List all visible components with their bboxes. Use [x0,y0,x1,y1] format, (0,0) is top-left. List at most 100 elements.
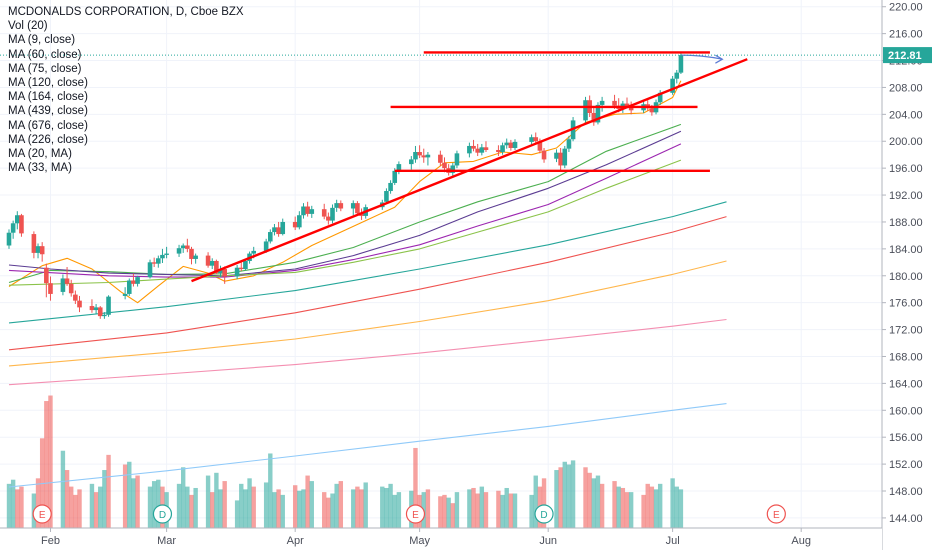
candle-body [10,223,16,233]
volume-bar [205,475,211,528]
event-marker[interactable]: E [766,504,786,524]
volume-bar [19,486,24,528]
price-tick-label: 188.00 [889,217,923,229]
candle-body [558,152,563,166]
legend-indicator[interactable]: MA (33, MA) [8,162,72,175]
candle [301,203,306,219]
event-marker[interactable]: D [534,504,554,524]
volume-bar [268,453,273,528]
legend-title: MCDONALDS CORPORATION, D, Cboe BZX [8,6,244,18]
candle-body [388,182,393,192]
time-tick-label: Mar [157,535,176,547]
price-tick-label: 160.00 [889,405,923,417]
volume-bar [479,486,485,528]
legend-indicator[interactable]: MA (439, close) [8,105,88,118]
candle [93,304,99,315]
candle-body [77,300,82,308]
volume-bar [620,487,626,528]
legend-indicator[interactable]: Vol (20) [8,20,48,33]
volume-bar [450,503,455,528]
price-tick-label: 168.00 [889,351,923,363]
candle [280,218,286,236]
volume-bar [222,481,227,528]
candle [222,266,227,284]
candle [31,231,37,259]
candle [189,246,194,265]
moving-average-line [8,130,682,277]
legend-indicator[interactable]: MA (75, close) [8,62,82,75]
legend-indicator[interactable]: MA (9, close) [8,34,76,47]
candle [160,248,165,263]
volume-bar [483,492,489,528]
moving-average-line [8,216,727,351]
candle [176,244,182,257]
candle-body [238,267,244,270]
candle [409,156,414,170]
drawings [191,51,748,283]
candle-body [512,141,518,148]
candle [64,267,70,286]
volume-bar [189,494,194,528]
candle [533,132,539,144]
volume-bar [334,483,339,528]
event-marker[interactable]: E [405,504,426,524]
candle-body [334,203,339,208]
candle [562,145,568,169]
legend-indicator[interactable]: MA (60, close) [8,48,82,61]
legend-indicator[interactable]: MA (120, close) [8,77,88,90]
event-marker[interactable]: D [152,504,173,524]
volume-bar [562,461,567,528]
volume-bars [6,395,684,528]
volume-bar [587,472,592,528]
candle [512,139,518,150]
volume-bar [239,483,244,528]
grid [0,0,882,528]
volume-bar [649,486,655,528]
candle [164,246,169,259]
volume-bar [151,481,157,528]
candle [599,96,605,112]
volume-bar [351,489,356,528]
candle [350,200,356,216]
candle [396,161,402,175]
event-marker-label: E [39,510,46,521]
candle-body [205,255,211,266]
candle-body [218,269,223,274]
legend-indicator[interactable]: MA (226, close) [8,133,88,146]
price-tick-label: 152.00 [889,459,923,471]
candle-body [624,103,630,107]
moving-averages [8,80,727,488]
candle-body [263,241,269,251]
candle-body [649,108,655,113]
candle-body [471,145,476,149]
candle-body [475,148,480,153]
volume-bar [77,489,82,528]
volume-bar [570,460,576,528]
time-tick-label: Jul [666,535,680,547]
candle-body [359,213,364,216]
legend-indicator[interactable]: MA (676, close) [8,119,88,132]
volume-bar [512,493,518,528]
price-axis[interactable]: 220.00216.00212.00208.00204.00200.00196.… [881,0,932,550]
candle [566,135,572,153]
candle [218,265,223,278]
time-axis[interactable]: Feb Mar Apr May Jun Jul Aug [0,527,882,550]
volume-bar [380,486,385,528]
volume-bar [425,489,431,528]
candle-body [326,216,331,221]
last-price-badge [883,47,932,64]
legend-indicator[interactable]: MA (164, close) [8,91,88,104]
candle [454,150,460,169]
legend-indicator[interactable]: MA (20, MA) [8,148,72,161]
volume-bar [674,486,679,528]
candle [97,306,103,319]
event-marker[interactable]: E [32,504,52,524]
last-price-label: 212.81 [888,50,922,62]
candle-body [442,162,447,169]
event-marker-circle [152,504,173,524]
volume-bar [122,464,128,528]
volume-bar [363,482,368,528]
candle [583,96,588,124]
